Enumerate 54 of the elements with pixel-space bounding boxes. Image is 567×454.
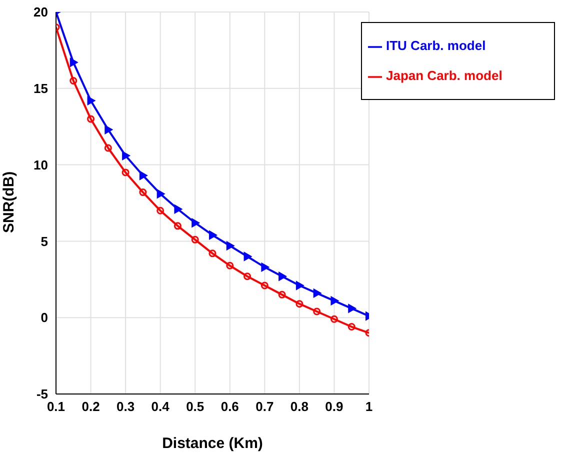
x-tick-label: 0.8 xyxy=(290,399,308,414)
point xyxy=(244,252,252,261)
point xyxy=(278,290,286,298)
point xyxy=(313,288,322,298)
x-tick-label: 0.1 xyxy=(46,399,66,414)
point xyxy=(208,250,216,258)
y-tick-label: 0 xyxy=(40,310,48,326)
x-tick-label: 0.2 xyxy=(82,399,100,414)
point xyxy=(330,296,339,306)
point xyxy=(244,272,252,280)
point xyxy=(174,222,182,230)
x-axis-title: Distance (Km) xyxy=(162,435,263,452)
y-tick-label: 15 xyxy=(34,81,48,96)
point xyxy=(226,241,234,250)
point xyxy=(122,168,130,176)
point xyxy=(139,188,147,196)
x-tick-label: 0.3 xyxy=(116,399,135,414)
point xyxy=(209,230,217,240)
x-tick-label: 0.4 xyxy=(151,399,170,414)
point xyxy=(278,272,287,281)
x-tick-label: 0.6 xyxy=(220,399,239,414)
point xyxy=(174,204,182,214)
y-tick-label: 20 xyxy=(34,4,48,20)
point xyxy=(261,262,270,272)
point xyxy=(156,189,165,198)
point xyxy=(122,151,130,160)
point xyxy=(348,323,356,331)
point xyxy=(156,206,164,214)
point xyxy=(70,77,78,85)
y-tick-label: -5 xyxy=(36,386,48,402)
point xyxy=(226,262,234,270)
legend-label: Japan Carb. model xyxy=(386,68,502,83)
point xyxy=(87,115,95,123)
point xyxy=(313,308,321,316)
point xyxy=(330,315,338,323)
x-tick-label: 1 xyxy=(365,399,373,414)
y-axis-title: SNR(dB) xyxy=(0,171,18,233)
point xyxy=(139,170,148,180)
point xyxy=(87,96,96,106)
y-tick-label: 5 xyxy=(40,234,48,249)
point xyxy=(104,125,113,134)
x-tick-label: 0.5 xyxy=(186,399,204,414)
point xyxy=(348,304,356,313)
x-tick-label: 0.7 xyxy=(256,399,274,414)
y-tick-label: 10 xyxy=(34,157,48,172)
point xyxy=(191,236,199,244)
x-tick-label: 0.9 xyxy=(325,399,344,414)
point xyxy=(296,300,304,308)
point xyxy=(70,58,78,67)
point xyxy=(104,144,112,152)
point xyxy=(260,282,268,290)
point xyxy=(296,281,304,290)
point xyxy=(192,218,200,228)
legend-label: ITU Carb. model xyxy=(386,38,486,53)
